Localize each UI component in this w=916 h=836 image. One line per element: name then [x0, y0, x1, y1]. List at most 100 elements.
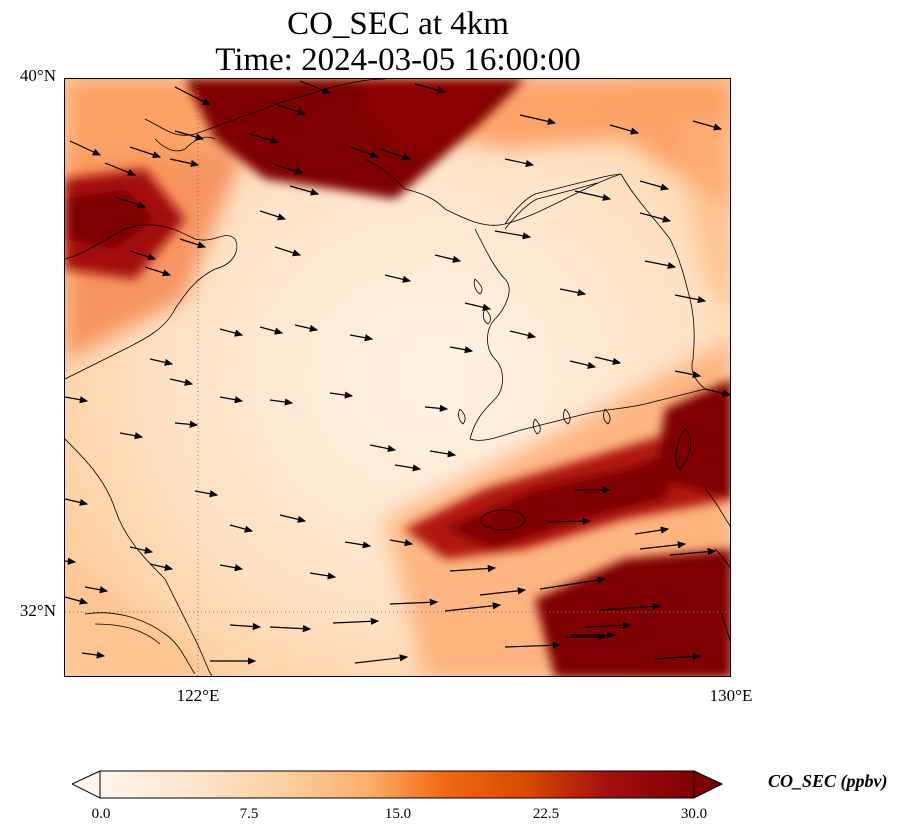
- wind-arrow: [169, 378, 194, 386]
- wind-arrow: [644, 260, 677, 270]
- wind-arrow: [219, 564, 244, 572]
- wind-arrow: [219, 396, 244, 404]
- wind-arrow: [634, 526, 670, 535]
- wind-arrow: [539, 576, 607, 590]
- wind-arrow: [289, 185, 320, 196]
- wind-arrow: [229, 524, 254, 533]
- wind-arrow: [674, 294, 707, 304]
- wind-arrow: [349, 334, 374, 342]
- wind-arrow: [479, 587, 527, 596]
- wind-arrow: [494, 230, 532, 240]
- wind-arrow: [329, 391, 354, 399]
- wind-arrow: [104, 162, 137, 176]
- wind-arrow: [609, 124, 640, 135]
- colorbar-tick-7-5: 7.5: [239, 806, 259, 822]
- wind-arrow: [584, 621, 632, 629]
- lat-tick-label-32: 32°N: [19, 601, 56, 620]
- wind-arrow: [434, 254, 462, 263]
- wind-arrow: [332, 617, 380, 625]
- wind-arrow: [119, 432, 144, 440]
- wind-arrow: [704, 388, 730, 397]
- wind-arrow: [274, 103, 307, 116]
- map-time-subtitle: Time: 2024-03-05 16:00:00: [215, 42, 581, 78]
- wind-arrow: [424, 404, 449, 412]
- wind-arrow: [449, 346, 474, 354]
- wind-vectors: [65, 80, 730, 665]
- wind-arrow: [569, 360, 597, 369]
- wind-arrow: [674, 370, 702, 379]
- wind-arrow: [547, 517, 592, 525]
- colorbar-label: CO_SEC (ppbv): [768, 771, 888, 791]
- wind-arrow: [179, 238, 207, 249]
- wind-arrow: [274, 246, 302, 257]
- high-concentration-plumes: [65, 79, 730, 676]
- colorbar-tick-30: 30.0: [680, 806, 708, 822]
- wind-arrow: [354, 654, 409, 664]
- wind-arrow: [444, 602, 502, 612]
- wind-arrow: [692, 120, 723, 131]
- colorbar-min-extend: [72, 770, 101, 799]
- wind-arrow: [174, 86, 212, 106]
- lon-tick-label-130: 130°E: [709, 686, 753, 705]
- wind-arrow: [309, 572, 337, 580]
- wind-arrow: [639, 180, 670, 191]
- wind-arrow: [384, 274, 412, 283]
- wind-arrow: [574, 190, 612, 201]
- wind-arrow: [169, 158, 200, 168]
- wind-arrow: [129, 546, 154, 554]
- wind-arrow: [81, 651, 106, 659]
- wind-arrow: [369, 444, 397, 453]
- wind-arrow: [114, 196, 147, 209]
- wind-arrow: [519, 114, 557, 125]
- wind-arrow: [274, 164, 305, 175]
- wind-arrow: [229, 622, 262, 631]
- wind-arrow: [379, 148, 412, 161]
- wind-arrow: [219, 328, 244, 337]
- colorbar-gradient: [99, 770, 695, 799]
- wind-arrow: [84, 586, 109, 594]
- wind-arrow: [174, 130, 205, 141]
- wind-arrow: [194, 490, 219, 498]
- wind-arrow: [349, 146, 380, 158]
- wind-arrow: [65, 557, 77, 565]
- map-title: CO_SEC at 4km: [287, 6, 509, 42]
- wind-arrow: [669, 548, 717, 556]
- wind-arrow: [394, 464, 422, 472]
- wind-arrow: [389, 598, 439, 606]
- wind-arrow: [269, 625, 312, 633]
- wind-arrow: [269, 398, 294, 406]
- wind-arrow: [259, 210, 287, 221]
- wind-arrow: [464, 302, 492, 311]
- lat-tick-label-40: 40°N: [19, 66, 56, 85]
- wind-arrow: [65, 498, 89, 506]
- wind-arrow: [144, 266, 172, 277]
- wind-arrow: [174, 420, 199, 428]
- wind-arrow: [504, 158, 535, 168]
- wind-arrow: [449, 564, 497, 573]
- colorbar-max-extend: [693, 770, 724, 799]
- map-plot-area: [64, 78, 731, 677]
- wind-arrow: [504, 641, 562, 649]
- wind-arrow: [559, 288, 587, 297]
- wind-arrow: [599, 602, 662, 611]
- wind-arrow: [129, 146, 162, 159]
- wind-arrow: [414, 83, 447, 94]
- wind-arrow: [429, 450, 457, 458]
- wind-arrow: [249, 133, 280, 144]
- wind-arrow: [389, 539, 414, 547]
- wind-arrow: [149, 563, 174, 571]
- wind-arrow: [299, 80, 332, 94]
- wind-arrow: [344, 541, 372, 549]
- wind-arrow: [69, 140, 102, 156]
- colorbar: [72, 770, 724, 799]
- wind-arrow: [65, 396, 89, 404]
- lon-tick-label-122: 122°E: [176, 686, 220, 705]
- wind-arrow: [594, 356, 622, 365]
- wind-arrow: [654, 652, 702, 661]
- colorbar-tick-22-5: 22.5: [532, 806, 560, 822]
- colorbar-tick-0: 0.0: [91, 806, 111, 822]
- wind-arrow: [129, 250, 157, 261]
- wind-arrow: [639, 541, 687, 550]
- concentration-map: [65, 79, 730, 676]
- wind-arrow: [259, 326, 284, 335]
